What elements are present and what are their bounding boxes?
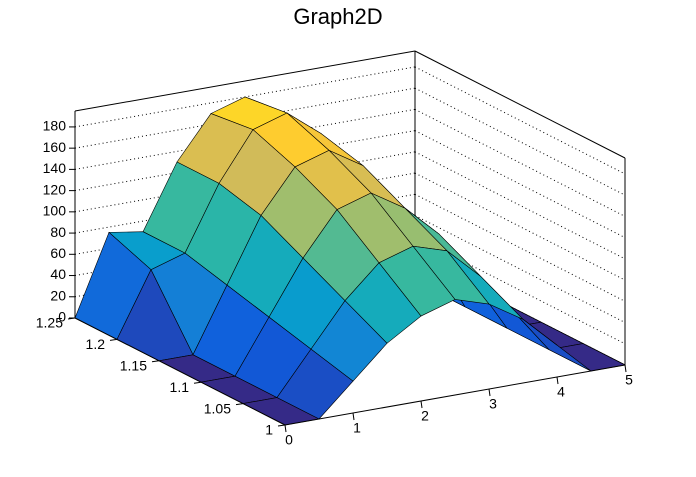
tick-mark — [277, 424, 286, 427]
grid-line — [414, 151, 626, 260]
tick-mark — [67, 317, 76, 320]
z-tick-label: 160 — [43, 139, 67, 155]
z-tick-label: 120 — [43, 181, 67, 197]
tick-mark — [556, 376, 559, 385]
z-tick-label: 100 — [43, 203, 67, 219]
x-axis — [284, 364, 626, 426]
tick-mark — [109, 338, 118, 341]
y-tick-label: 1.25 — [36, 315, 63, 331]
x-tick-label: 1 — [353, 420, 361, 436]
grid-line — [414, 130, 626, 239]
z-tick-label: 80 — [50, 224, 66, 240]
x-tick-label: 0 — [285, 432, 293, 448]
y-tick-label: 1.05 — [204, 400, 231, 416]
y-tick-label: 1 — [265, 422, 273, 438]
grid-line — [414, 193, 626, 302]
z-tick-label: 40 — [50, 266, 66, 282]
z-tick-label: 0 — [58, 309, 66, 325]
z-tick-label: 180 — [43, 118, 67, 134]
tick-mark — [235, 403, 244, 406]
y-tick-label: 1.2 — [86, 336, 106, 352]
grid-line — [414, 236, 626, 345]
tick-mark — [284, 424, 287, 433]
z-tick-label: 140 — [43, 160, 67, 176]
grid-line — [414, 87, 626, 196]
box-edge — [414, 50, 626, 159]
box-edge — [74, 50, 416, 112]
tick-mark — [624, 364, 627, 373]
y-tick-label: 1.15 — [120, 358, 147, 374]
y-axis — [74, 317, 286, 426]
tick-mark — [488, 388, 491, 397]
tick-mark — [193, 381, 202, 384]
grid-line — [414, 66, 626, 175]
y-tick-label: 1.1 — [170, 379, 190, 395]
tick-mark — [151, 360, 160, 363]
z-tick-label: 60 — [50, 245, 66, 261]
x-tick-label: 3 — [489, 396, 497, 412]
x-tick-label: 4 — [557, 384, 565, 400]
grid-line — [414, 172, 626, 281]
grid-line — [414, 215, 626, 323]
z-tick-label: 20 — [50, 287, 66, 303]
tick-mark — [352, 412, 355, 421]
grid-line — [414, 108, 626, 217]
chart-title: Graph2D — [293, 4, 382, 29]
tick-mark — [420, 400, 423, 409]
x-tick-label: 2 — [421, 408, 429, 424]
x-tick-label: 5 — [625, 372, 633, 388]
